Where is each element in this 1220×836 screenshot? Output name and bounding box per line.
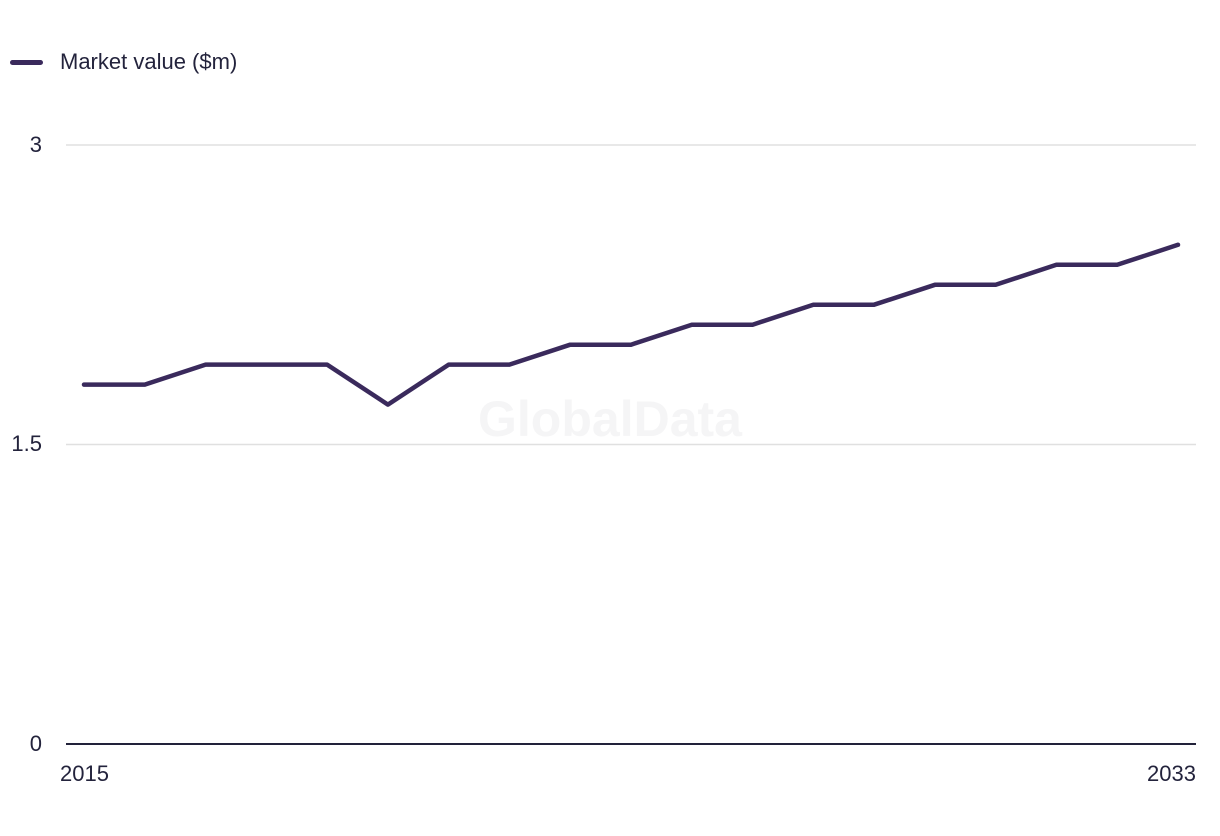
legend-label: Market value ($m) [60,49,238,74]
legend-line-swatch [10,59,43,65]
y-axis-tick-3: 3 [29,132,42,157]
watermark: GlobalData [478,391,742,447]
legend: Market value ($m) [10,47,237,77]
x-axis-tick-2015: 2015 [60,761,109,786]
y-axis-tick-0: 0 [29,731,42,756]
x-axis-tick-2033: 2033 [1147,761,1196,786]
legend-item-market-value[interactable]: Market value ($m) [10,49,237,75]
y-axis-tick-1-5: 1.5 [11,431,42,456]
series-line-market-value [81,242,1181,407]
